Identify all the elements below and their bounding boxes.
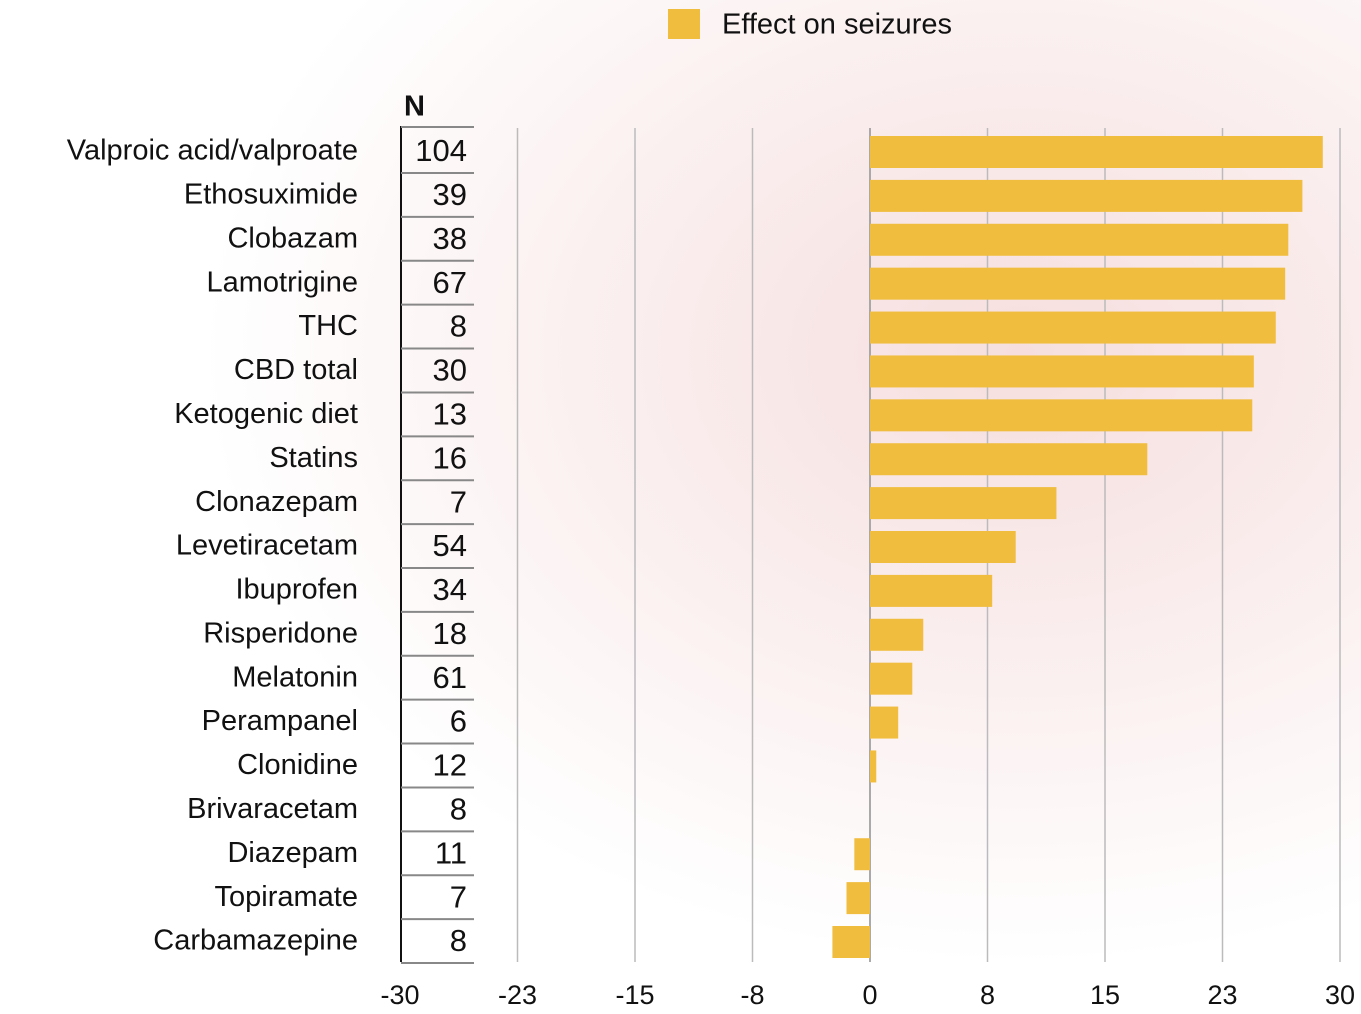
category-label: Perampanel: [202, 705, 358, 737]
n-value: 39: [433, 177, 467, 212]
x-tick-label: -8: [740, 980, 764, 1010]
n-value: 54: [433, 528, 467, 563]
n-value: 8: [450, 923, 467, 958]
bar: [870, 662, 913, 695]
category-label: Lamotrigine: [206, 266, 358, 298]
bar: [870, 706, 899, 739]
n-value: 11: [435, 835, 467, 870]
n-value: 8: [450, 309, 467, 344]
bar: [870, 487, 1057, 520]
bar: [870, 531, 1016, 563]
bar: [870, 223, 1289, 256]
bar: [870, 750, 877, 783]
x-tick-label: -23: [498, 980, 537, 1010]
category-label: Statins: [269, 442, 358, 474]
category-label: Valproic acid/valproate: [67, 135, 358, 167]
x-tick-label: 0: [862, 980, 877, 1010]
bar: [846, 882, 870, 915]
bar: [870, 179, 1303, 212]
n-value: 13: [433, 397, 467, 432]
x-tick-label: 30: [1325, 980, 1355, 1010]
category-label: Ibuprofen: [235, 574, 358, 606]
x-tick-label: 8: [980, 980, 995, 1010]
bar: [870, 136, 1323, 168]
x-tick-label: 23: [1207, 980, 1237, 1010]
n-value: 18: [433, 616, 467, 651]
bar: [870, 618, 924, 651]
category-label: Diazepam: [227, 837, 358, 869]
n-value: 61: [433, 660, 467, 695]
category-label: Melatonin: [232, 661, 358, 693]
x-tick-label: 15: [1090, 980, 1120, 1010]
n-value: 34: [433, 572, 467, 607]
n-value: 7: [450, 879, 467, 914]
legend-swatch: [668, 9, 700, 39]
n-value: 6: [450, 704, 467, 739]
n-value: 104: [415, 133, 467, 168]
category-label: CBD total: [234, 354, 358, 386]
bar: [870, 443, 1148, 476]
category-label: Carbamazepine: [153, 925, 358, 957]
category-label: Clonidine: [237, 749, 358, 781]
bar: [870, 311, 1276, 344]
category-label: Clonazepam: [195, 486, 358, 518]
n-value: 12: [433, 748, 467, 783]
x-tick-label: -30: [380, 980, 419, 1010]
n-value: 67: [433, 265, 467, 300]
n-value: 38: [433, 221, 467, 256]
n-value: 16: [433, 440, 467, 475]
n-value: 8: [450, 792, 467, 827]
bar: [870, 267, 1286, 300]
n-header: N: [404, 91, 425, 123]
category-label: Clobazam: [227, 222, 358, 254]
category-label: Levetiracetam: [176, 530, 358, 562]
category-label: THC: [298, 310, 358, 342]
legend-label: Effect on seizures: [722, 9, 952, 41]
bar: [832, 926, 870, 958]
category-label: Brivaracetam: [187, 793, 358, 825]
bar: [870, 399, 1253, 432]
category-label: Risperidone: [203, 617, 358, 649]
bar: [870, 355, 1254, 388]
category-label: Topiramate: [215, 881, 358, 913]
n-value: 30: [433, 353, 467, 388]
bar: [870, 574, 993, 607]
x-tick-label: -15: [615, 980, 654, 1010]
bar: [854, 838, 870, 871]
category-label: Ethosuximide: [184, 179, 358, 211]
n-value: 7: [450, 484, 467, 519]
category-label: Ketogenic diet: [174, 398, 358, 430]
